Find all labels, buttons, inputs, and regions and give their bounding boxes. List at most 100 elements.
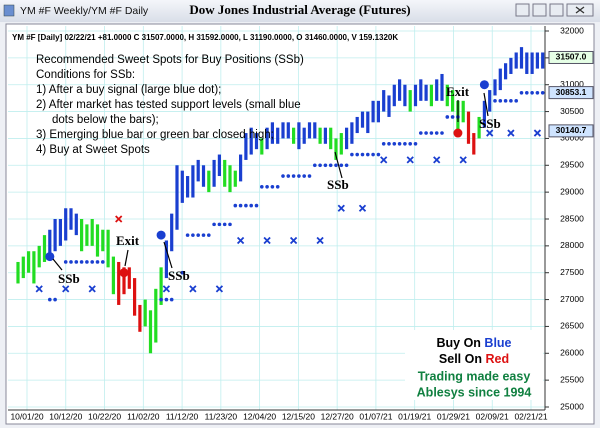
support-dot <box>355 152 360 157</box>
support-dot <box>498 99 503 103</box>
y-tick-label: 30000 <box>560 133 584 143</box>
x-tick-label: 02/21/21 <box>514 411 547 421</box>
price-bar <box>318 127 322 144</box>
price-marker <box>548 86 594 100</box>
price-bar <box>519 47 524 69</box>
support-dot <box>222 222 227 227</box>
support-dot <box>260 184 264 189</box>
signal-dot <box>119 268 129 278</box>
support-dot <box>286 174 291 178</box>
price-bar <box>196 159 200 182</box>
btn-max[interactable] <box>549 3 564 17</box>
price-bar <box>90 219 94 246</box>
support-dot <box>381 142 386 146</box>
support-dot <box>344 163 349 168</box>
price-bar <box>541 52 545 69</box>
btn-restore[interactable] <box>532 3 547 17</box>
tab-title[interactable]: YM #F Weekly/YM #F Daily <box>20 5 149 17</box>
y-tick-label: 31000 <box>560 79 584 89</box>
support-dot <box>180 270 185 275</box>
price-bar <box>429 84 433 107</box>
price-bar <box>37 245 41 268</box>
legend-box: Buy On Blue Sell On Red Trading made eas… <box>405 330 543 400</box>
price-bar <box>435 79 439 101</box>
support-dot <box>302 174 307 178</box>
x-tick-label: 10/22/20 <box>88 411 121 421</box>
x-tick-label: 11/23/20 <box>205 411 238 421</box>
support-dot <box>339 163 344 168</box>
cross-mark <box>88 285 96 293</box>
cross-mark <box>263 236 271 245</box>
support-dot <box>164 297 169 302</box>
y-tick-label: 27500 <box>560 267 584 277</box>
cross-mark <box>533 129 542 137</box>
price-bar <box>504 63 508 80</box>
note: 3) Emerging blue bar or green bar closed… <box>36 129 274 141</box>
x-tick-label: 10/01/20 <box>10 411 43 421</box>
price-bar <box>95 224 100 257</box>
cross-mark <box>236 236 245 245</box>
support-dot <box>207 233 211 237</box>
support-dot <box>169 297 174 302</box>
price-marker-label: 30140.7 <box>556 125 587 135</box>
price-bar <box>509 57 513 74</box>
x-tick-label: 01/19/21 <box>398 411 431 421</box>
price-bar <box>106 229 110 268</box>
buy-line: Buy On Blue <box>436 336 511 350</box>
note: 1) After a buy signal (large blue dot); <box>36 84 221 96</box>
support-dot <box>244 203 248 208</box>
price-bar <box>350 122 354 144</box>
support-dot <box>424 131 428 135</box>
price-bar <box>233 170 237 187</box>
price-bar <box>48 229 52 257</box>
support-dot <box>281 174 285 178</box>
price-bar <box>514 52 518 69</box>
price-bar <box>80 219 84 252</box>
price-bar <box>535 52 539 69</box>
price-bar <box>482 100 486 128</box>
price-bar <box>286 122 290 139</box>
support-dot <box>334 163 338 168</box>
support-dot <box>201 233 206 237</box>
y-tick-label: 26000 <box>560 348 584 358</box>
price-bar <box>398 79 402 101</box>
price-bar <box>58 219 62 246</box>
price-bar <box>260 138 264 155</box>
price-bar <box>143 299 147 327</box>
support-dot <box>445 115 450 119</box>
support-dot <box>503 99 508 103</box>
price-bar <box>387 95 391 117</box>
support-dot <box>434 131 439 135</box>
cross-mark <box>486 129 494 137</box>
price-bar <box>64 208 68 241</box>
price-bar <box>329 127 333 150</box>
support-dot <box>90 260 94 264</box>
price-bar <box>148 310 153 354</box>
support-dot <box>387 142 391 146</box>
y-tick-label: 26500 <box>560 321 584 331</box>
price-bar <box>42 235 47 262</box>
support-dot <box>519 90 524 95</box>
support-dot <box>74 260 79 264</box>
x-tick-label: 01/07/21 <box>359 411 392 421</box>
price-bar <box>530 52 534 74</box>
price-bar <box>69 208 73 230</box>
support-dot <box>323 163 328 168</box>
y-tick-label: 29500 <box>560 160 584 170</box>
btn-min[interactable] <box>515 3 530 17</box>
price-bar <box>424 84 428 101</box>
note: Recommended Sweet Spots for Buy Position… <box>36 54 304 66</box>
support-dot <box>376 152 381 157</box>
support-dot <box>514 99 518 103</box>
support-dot <box>413 142 418 146</box>
x-tick-label: 02/09/21 <box>476 411 509 421</box>
x-tick-label: 12/27/20 <box>321 411 354 421</box>
price-bar <box>472 133 476 155</box>
price-bar <box>419 79 423 101</box>
price-bar <box>164 240 168 279</box>
cross-mark <box>316 236 324 245</box>
cross-mark <box>507 129 515 137</box>
price-bar <box>201 165 206 187</box>
price-bar <box>307 122 312 139</box>
cross-mark <box>115 215 123 223</box>
